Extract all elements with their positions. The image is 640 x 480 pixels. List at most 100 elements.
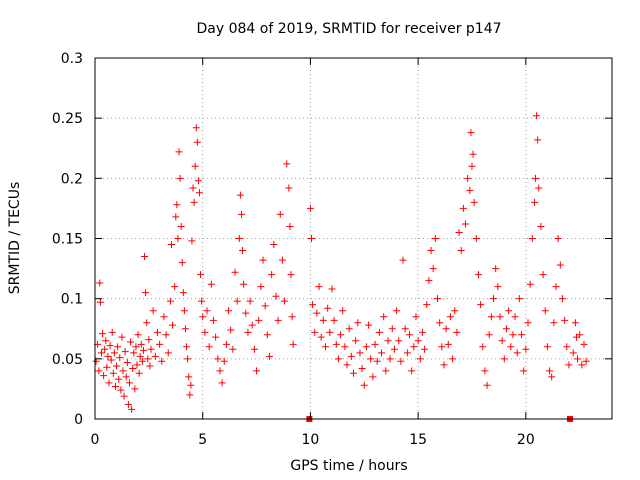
data-point bbox=[569, 349, 577, 357]
data-point bbox=[321, 343, 329, 351]
data-point bbox=[110, 349, 118, 357]
data-point bbox=[429, 265, 437, 273]
data-point bbox=[178, 259, 186, 267]
data-point bbox=[330, 316, 338, 324]
data-point bbox=[135, 369, 143, 377]
data-point bbox=[113, 362, 121, 370]
data-point bbox=[479, 343, 487, 351]
data-point bbox=[139, 346, 147, 354]
data-point bbox=[255, 316, 263, 324]
data-point bbox=[205, 343, 213, 351]
data-point bbox=[172, 213, 180, 221]
data-point bbox=[283, 160, 291, 168]
data-point bbox=[442, 325, 450, 333]
data-point bbox=[162, 331, 170, 339]
data-point bbox=[132, 343, 140, 351]
data-point bbox=[580, 340, 588, 348]
data-point bbox=[576, 331, 584, 339]
data-point bbox=[265, 352, 273, 360]
data-point bbox=[502, 325, 510, 333]
data-point bbox=[250, 345, 258, 353]
data-point bbox=[494, 283, 502, 291]
data-point bbox=[212, 333, 220, 341]
data-point bbox=[563, 343, 571, 351]
data-point bbox=[121, 348, 129, 356]
data-point bbox=[105, 379, 113, 387]
data-point bbox=[114, 343, 122, 351]
data-point bbox=[134, 331, 142, 339]
data-point bbox=[414, 337, 422, 345]
data-point bbox=[425, 277, 433, 285]
data-point bbox=[169, 321, 177, 329]
data-point bbox=[97, 349, 105, 357]
data-point bbox=[149, 307, 157, 315]
data-point bbox=[186, 391, 194, 399]
data-point bbox=[191, 162, 199, 170]
data-point bbox=[449, 355, 457, 363]
data-point bbox=[246, 297, 254, 305]
data-point bbox=[104, 352, 112, 360]
data-point bbox=[236, 191, 244, 199]
data-point bbox=[427, 247, 435, 255]
data-point bbox=[332, 340, 340, 348]
data-point bbox=[174, 235, 182, 242]
data-point bbox=[390, 345, 398, 353]
data-point bbox=[131, 385, 139, 393]
data-point bbox=[270, 241, 278, 249]
data-point bbox=[565, 361, 573, 369]
data-point bbox=[556, 261, 564, 269]
data-point bbox=[469, 150, 477, 158]
grid-layer bbox=[95, 58, 612, 419]
y-tick-label: 0 bbox=[74, 412, 83, 428]
data-point bbox=[179, 289, 187, 297]
y-tick-label: 0.2 bbox=[61, 171, 83, 187]
data-point bbox=[421, 345, 429, 353]
data-point bbox=[188, 237, 196, 245]
x-axis-label: GPS time / hours bbox=[290, 458, 407, 474]
data-point bbox=[365, 321, 373, 329]
data-point bbox=[156, 340, 164, 348]
data-point bbox=[386, 355, 394, 363]
data-point bbox=[423, 301, 431, 309]
data-point bbox=[470, 198, 478, 206]
data-point bbox=[362, 343, 370, 351]
x-tick-label: 5 bbox=[198, 432, 207, 448]
data-point bbox=[220, 357, 228, 365]
data-point bbox=[358, 364, 366, 372]
data-point bbox=[438, 343, 446, 351]
data-point bbox=[214, 355, 222, 363]
data-point bbox=[522, 345, 530, 353]
data-point bbox=[128, 405, 136, 413]
data-point bbox=[278, 256, 286, 264]
data-point bbox=[151, 352, 159, 360]
data-point bbox=[167, 241, 175, 249]
data-point bbox=[472, 235, 480, 242]
data-point bbox=[189, 184, 197, 192]
data-point bbox=[369, 373, 377, 381]
data-point bbox=[164, 349, 172, 357]
data-point bbox=[124, 401, 132, 409]
data-point bbox=[518, 331, 526, 339]
data-point bbox=[552, 283, 560, 291]
data-point bbox=[546, 367, 554, 375]
data-point bbox=[237, 210, 245, 218]
data-point bbox=[122, 373, 130, 381]
data-point bbox=[468, 162, 476, 170]
x-tick-label: 0 bbox=[91, 432, 100, 448]
data-point bbox=[467, 129, 475, 137]
data-point bbox=[530, 198, 538, 206]
data-point bbox=[100, 372, 108, 380]
data-point bbox=[578, 361, 586, 369]
data-point bbox=[209, 316, 217, 324]
data-point bbox=[142, 289, 150, 297]
x-tick-label: 15 bbox=[409, 432, 427, 448]
data-point bbox=[177, 222, 185, 230]
data-point bbox=[176, 174, 184, 182]
data-point bbox=[143, 319, 151, 327]
data-point bbox=[183, 343, 191, 351]
data-point bbox=[558, 295, 566, 303]
data-point bbox=[500, 355, 508, 363]
x-tick-label: 10 bbox=[302, 432, 320, 448]
data-point bbox=[272, 292, 280, 300]
data-point bbox=[537, 222, 545, 230]
